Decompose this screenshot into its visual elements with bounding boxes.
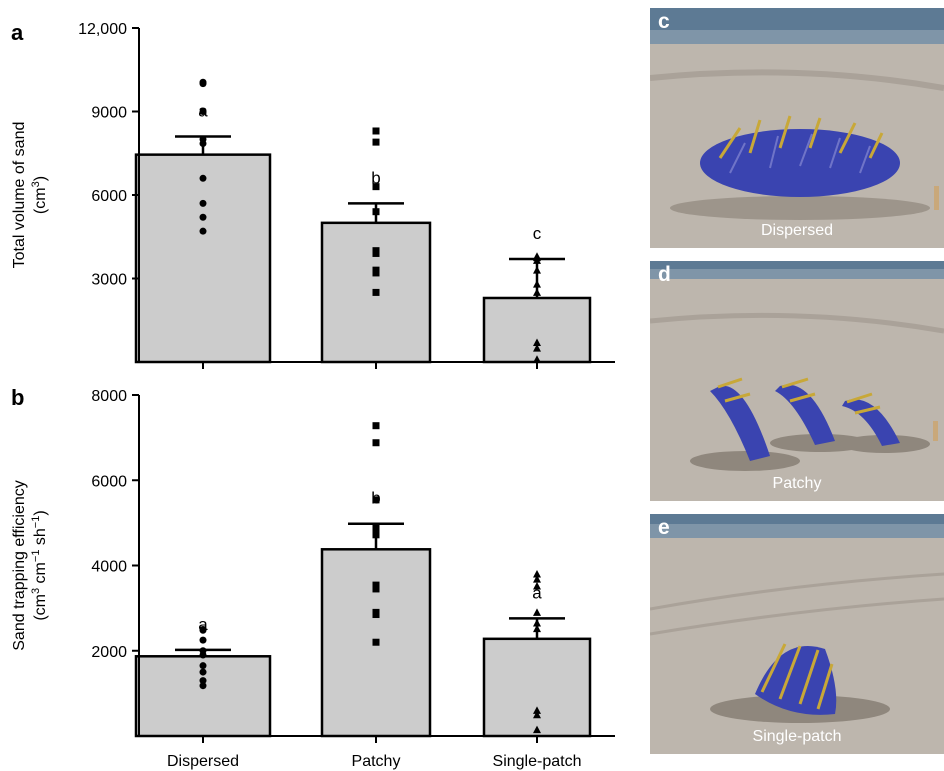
data-point	[533, 344, 541, 352]
panel-letter: a	[11, 20, 24, 45]
photo-dispersed: c Dispersed	[650, 8, 944, 248]
data-point	[199, 662, 207, 670]
data-point	[199, 140, 207, 148]
data-point	[199, 227, 207, 235]
data-point	[533, 338, 541, 347]
data-point	[372, 581, 380, 589]
y-tick-label: 9000	[91, 105, 127, 122]
data-point	[372, 183, 380, 191]
x-tick-label: Patchy	[352, 753, 401, 770]
data-point	[372, 208, 380, 216]
data-point	[533, 725, 541, 734]
data-point	[199, 108, 207, 115]
data-point	[372, 611, 380, 619]
data-point	[533, 355, 541, 363]
data-point	[533, 575, 541, 583]
bar	[134, 153, 272, 364]
data-point	[372, 531, 380, 539]
y-tick-label: 6000	[91, 188, 127, 205]
data-point	[199, 80, 207, 88]
data-point	[533, 256, 541, 264]
data-point	[533, 266, 541, 274]
data-point	[533, 608, 541, 616]
y-axis-label: Sand trapping efficiency	[11, 480, 28, 650]
y-tick-label: 12,000	[78, 21, 127, 38]
data-point	[533, 581, 541, 590]
data-point	[372, 288, 380, 296]
bar	[482, 296, 592, 364]
data-point	[372, 422, 380, 430]
data-point	[533, 288, 541, 296]
data-point	[199, 677, 207, 685]
y-tick-label: 4000	[91, 559, 127, 576]
photo-panel-letter: c	[658, 10, 670, 33]
data-point	[372, 496, 380, 504]
data-point	[533, 570, 541, 578]
data-point	[199, 199, 207, 207]
data-point	[372, 585, 380, 593]
data-point	[199, 626, 207, 634]
x-tick-label: Dispersed	[167, 753, 239, 770]
photo-patchy-image	[650, 261, 944, 501]
data-point	[372, 138, 380, 146]
x-tick-label: Single-patch	[493, 753, 582, 770]
photo-panel-letter: e	[658, 516, 670, 539]
photo-patchy: d Patchy	[650, 261, 944, 501]
data-point	[372, 638, 380, 646]
data-point	[199, 174, 207, 182]
bar	[482, 637, 592, 738]
significance-label: a	[198, 615, 208, 634]
data-point	[372, 439, 380, 447]
panel-letter: b	[11, 385, 24, 410]
data-point	[199, 668, 207, 676]
data-point	[199, 682, 207, 690]
photo-caption: Single-patch	[752, 728, 842, 745]
photo-dispersed-image	[650, 8, 944, 248]
y-axis-label: Total volume of sand	[11, 122, 28, 269]
significance-label: c	[533, 224, 542, 243]
data-point	[533, 619, 541, 627]
photo-single-patch: e Single-patch	[650, 514, 944, 754]
data-point	[533, 706, 541, 714]
y-tick-label: 6000	[91, 473, 127, 490]
data-point	[372, 269, 380, 277]
data-point	[199, 636, 207, 644]
significance-label: a	[532, 583, 542, 602]
data-point	[372, 524, 380, 532]
y-axis-label-unit: (cm3 cm−1 sh−1)	[30, 510, 49, 620]
significance-label: b	[371, 168, 380, 187]
photo-panel-letter: d	[658, 263, 671, 286]
data-point	[372, 249, 380, 257]
data-point	[533, 280, 541, 288]
data-point	[533, 710, 541, 719]
y-axis-label-unit: (cm3)	[30, 176, 49, 214]
photo-caption: Dispersed	[760, 222, 834, 239]
photo-caption: Patchy	[772, 475, 822, 492]
data-point	[533, 624, 541, 633]
chart-panel-b: b Sand trapping efficiency (cm3 cm−1 sh−1)…	[11, 385, 615, 770]
y-tick-label: 2000	[91, 644, 127, 661]
photo-single-patch-image	[650, 514, 944, 754]
y-tick-label: 8000	[91, 388, 127, 405]
data-point	[199, 651, 207, 659]
data-point	[372, 127, 380, 135]
y-tick-label: 3000	[91, 272, 127, 289]
data-point	[199, 213, 207, 221]
